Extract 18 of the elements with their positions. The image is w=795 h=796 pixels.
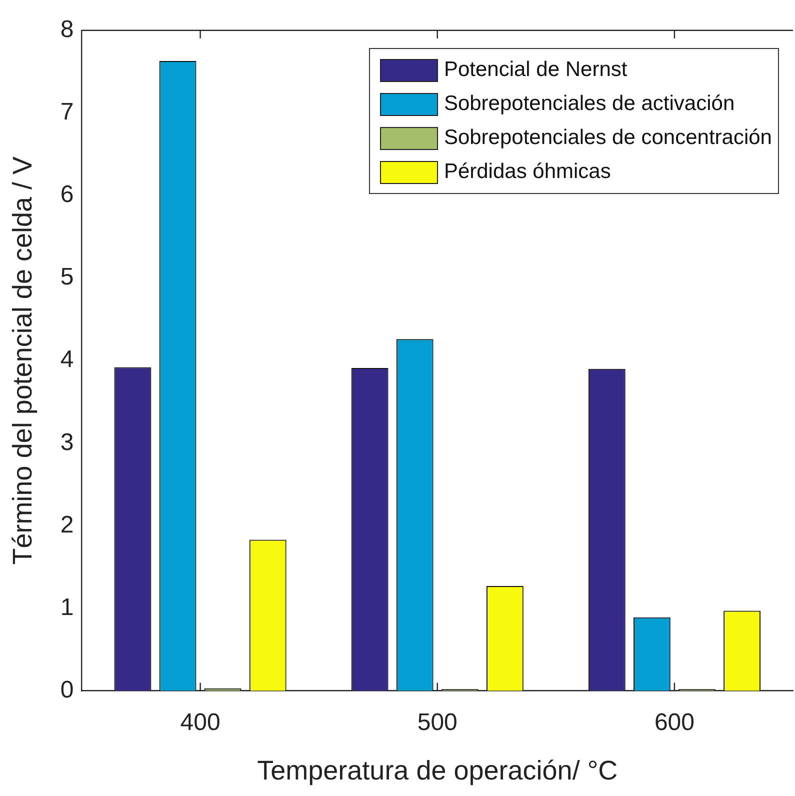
x-tick-label: 600 <box>654 708 694 736</box>
x-tick-label: 400 <box>180 708 220 736</box>
legend-label: Pérdidas óhmicas <box>444 160 611 184</box>
y-tick-label: 1 <box>60 594 74 621</box>
y-tick-label: 2 <box>60 511 74 538</box>
y-axis-title: Término del potencial de celda / V <box>8 156 38 565</box>
legend-label: Sobrepotenciales de concentración <box>444 126 772 150</box>
x-axis-title: Temperatura de operación/ °C <box>257 755 618 786</box>
y-tick-label: 5 <box>60 264 74 291</box>
x-tick-label: 500 <box>417 708 458 736</box>
y-tick-label: 7 <box>60 98 74 126</box>
y-tick-label: 4 <box>60 346 74 374</box>
y-tick-label: 0 <box>60 676 74 704</box>
y-tick-label: 8 <box>60 16 74 44</box>
y-tick-label: 6 <box>60 181 74 208</box>
legend-label: Potencial de Nernst <box>444 58 628 82</box>
y-tick-label: 3 <box>60 428 74 456</box>
legend-label: Sobrepotenciales de activación <box>444 92 735 116</box>
